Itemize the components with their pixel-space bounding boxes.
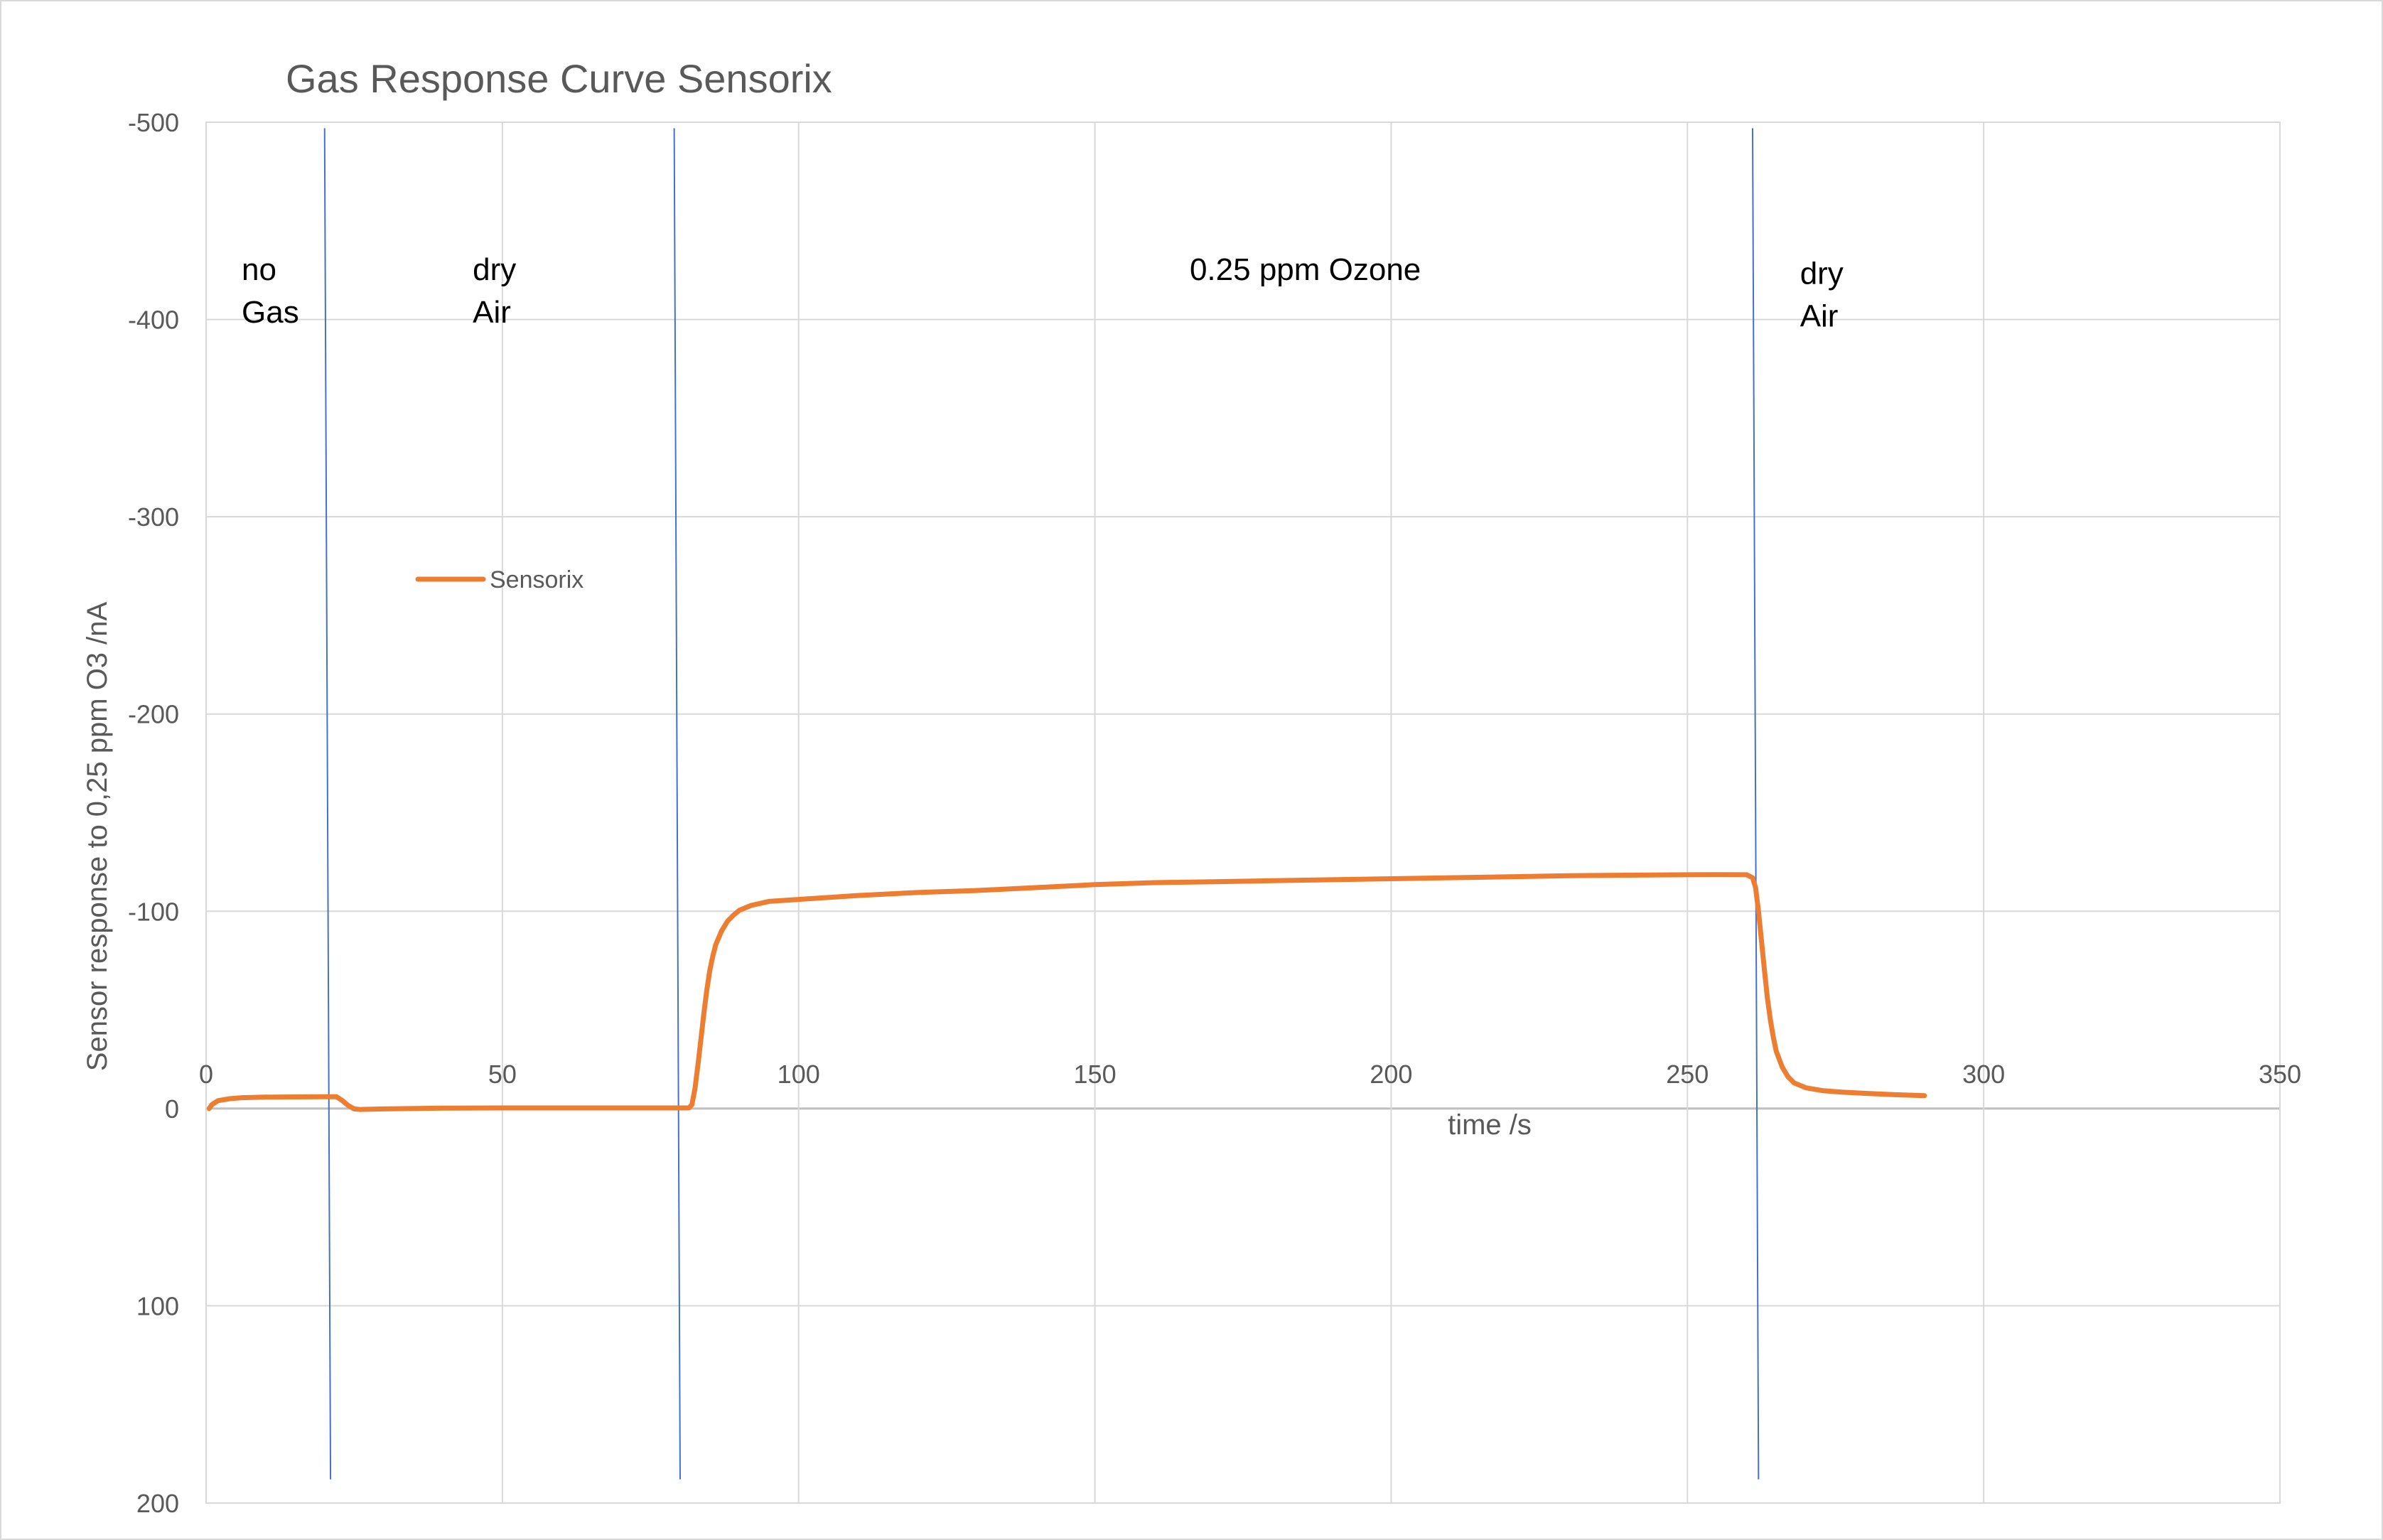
x-tick-label: 250 xyxy=(1666,1060,1709,1089)
phase-annotation: dry Air xyxy=(1800,257,1844,334)
x-axis-title: time /s xyxy=(1448,1109,1532,1141)
plot-area-border xyxy=(205,122,2281,1504)
grid-layer xyxy=(205,122,2281,1504)
y-tick-label: -200 xyxy=(128,700,179,729)
phase-annotation-line: dry xyxy=(473,252,516,287)
series-line-sensorix xyxy=(206,872,1927,1112)
y-tick-label: -500 xyxy=(128,108,179,137)
x-tick-label: 50 xyxy=(488,1060,517,1089)
phase-annotation: dry Air xyxy=(473,252,516,330)
x-tick-label: 300 xyxy=(1962,1060,2005,1089)
phase-marker-line xyxy=(323,128,332,1480)
x-tick-label: 0 xyxy=(199,1060,213,1089)
phase-marker-line xyxy=(1751,128,1760,1480)
chart-title: Gas Response Curve Sensorix xyxy=(286,56,832,101)
phase-annotation: no Gas xyxy=(242,252,299,330)
phase-marker-line xyxy=(673,128,681,1480)
phase-annotation-line: Gas xyxy=(242,295,299,330)
phase-annotation-line: Air xyxy=(1800,299,1839,334)
x-tick-label: 200 xyxy=(1370,1060,1412,1089)
phase-annotation-line: no xyxy=(242,252,276,287)
y-tick-label: 200 xyxy=(136,1489,179,1518)
legend-label: Sensorix xyxy=(490,566,583,593)
series-layer xyxy=(206,872,1927,1112)
y-tick-label: 100 xyxy=(136,1291,179,1320)
x-tick-label: 100 xyxy=(778,1060,820,1089)
legend: Sensorix xyxy=(415,566,583,593)
phase-annotation: 0.25 ppm Ozone xyxy=(1190,252,1421,287)
y-tick-label: 0 xyxy=(165,1094,179,1124)
tick-labels-layer: -500 -400 -300 -200 -100 0 100 200 0 50 100 150 200 2… xyxy=(128,108,2301,1518)
x-tick-label: 350 xyxy=(2259,1060,2301,1089)
phase-annotation-line: dry xyxy=(1800,257,1844,291)
y-tick-label: -100 xyxy=(128,897,179,926)
phase-annotation-line: 0.25 ppm Ozone xyxy=(1190,252,1421,287)
x-tick-label: 150 xyxy=(1074,1060,1117,1089)
y-axis-title: Sensor response to 0,25 ppm O3 /nA xyxy=(82,601,113,1071)
y-tick-label: -400 xyxy=(128,306,179,335)
annotation-layer: no Gas dry Air 0.25 ppm Ozone dry Air xyxy=(242,252,1844,334)
phase-annotation-line: Air xyxy=(473,295,511,330)
phase-marker-layer xyxy=(323,128,1760,1480)
y-tick-label: -300 xyxy=(128,502,179,532)
